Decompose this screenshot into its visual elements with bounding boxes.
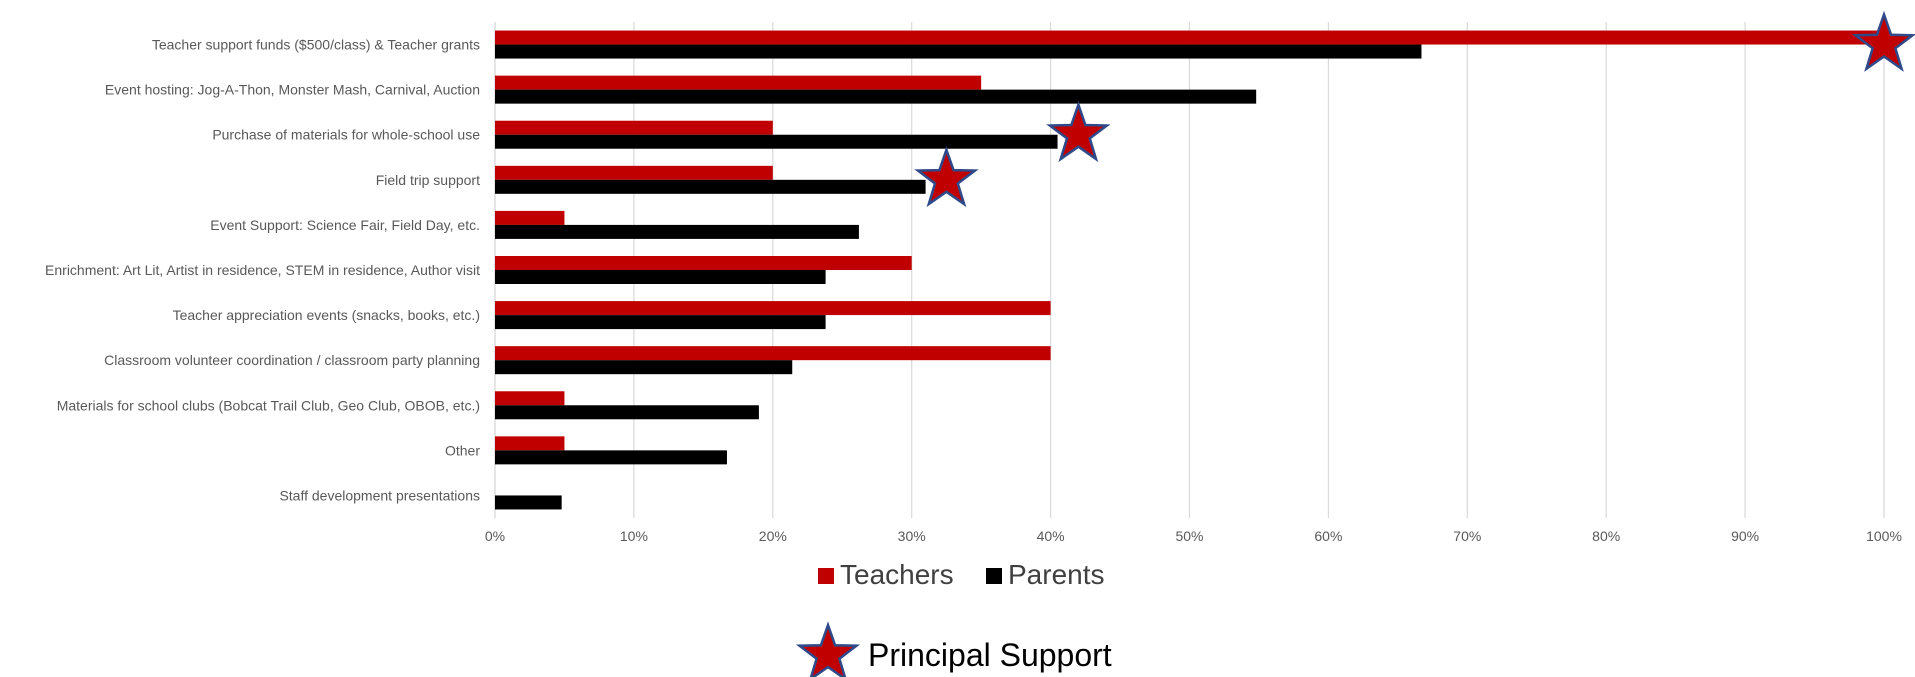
legend-swatch-parents — [986, 568, 1002, 584]
x-tick-label: 80% — [1592, 528, 1620, 544]
principal-support-note: Principal Support — [795, 621, 1112, 677]
bar-parents — [495, 495, 562, 510]
x-tick-label: 70% — [1453, 528, 1481, 544]
note-star-icon — [795, 621, 861, 677]
category-label: Teacher appreciation events (snacks, boo… — [173, 307, 480, 323]
note-label: Principal Support — [868, 637, 1112, 673]
category-label: Field trip support — [376, 172, 480, 188]
bar-teachers — [495, 346, 1051, 361]
category-labels: Teacher support funds ($500/class) & Tea… — [45, 37, 480, 504]
bar-parents — [495, 360, 793, 375]
bar-parents — [495, 315, 826, 330]
category-label: Event Support: Science Fair, Field Day, … — [210, 217, 480, 233]
legend-label-parents: Parents — [1008, 559, 1105, 590]
bar-parents — [495, 89, 1257, 104]
bar-teachers — [495, 210, 565, 225]
category-label: Other — [445, 442, 480, 458]
gridlines — [494, 22, 1885, 518]
bar-teachers — [495, 301, 1051, 316]
bar-teachers — [495, 120, 773, 135]
bar-parents — [495, 405, 759, 420]
bar-parents — [495, 224, 859, 239]
category-label: Materials for school clubs (Bobcat Trail… — [57, 397, 480, 413]
x-tick-label: 100% — [1866, 528, 1902, 544]
legend-label-teachers: Teachers — [840, 559, 954, 590]
x-tick-label: 0% — [485, 528, 505, 544]
x-tick-label: 30% — [898, 528, 926, 544]
x-tick-label: 90% — [1731, 528, 1759, 544]
bar-parents — [495, 450, 727, 465]
bar-teachers — [495, 30, 1884, 45]
principal-support-star-icon — [914, 145, 979, 208]
principal-support-star-icon — [1851, 10, 1915, 72]
category-label: Enrichment: Art Lit, Artist in residence… — [45, 262, 480, 278]
bar-parents — [495, 44, 1422, 59]
category-label: Staff development presentations — [279, 487, 480, 503]
category-label: Event hosting: Jog-A-Thon, Monster Mash,… — [105, 82, 480, 98]
bar-teachers — [495, 165, 773, 180]
bar-parents — [495, 134, 1058, 149]
bar-teachers — [495, 391, 565, 406]
legend: Teachers Parents — [818, 559, 1105, 590]
x-tick-label: 10% — [620, 528, 648, 544]
bar-teachers — [495, 75, 982, 90]
bar-teachers — [495, 436, 565, 451]
x-tick-label: 50% — [1175, 528, 1203, 544]
bar-parents — [495, 270, 826, 284]
principal-support-markers — [914, 10, 1915, 208]
x-tick-label: 20% — [759, 528, 787, 544]
x-tick-label: 60% — [1314, 528, 1342, 544]
category-label: Purchase of materials for whole-school u… — [212, 127, 480, 143]
principal-support-star-icon — [1046, 100, 1111, 163]
x-tick-label: 40% — [1037, 528, 1065, 544]
legend-swatch-teachers — [818, 568, 834, 584]
bar-teachers — [495, 256, 912, 270]
bar-parents — [495, 179, 926, 194]
category-label: Classroom volunteer coordination / class… — [104, 352, 480, 368]
category-label: Teacher support funds ($500/class) & Tea… — [152, 37, 480, 53]
bars — [495, 30, 1884, 510]
x-axis-tick-labels: 0% 10% 20% 30% 40% 50% 60% 70% 80% 90% 100% — [485, 528, 1902, 544]
